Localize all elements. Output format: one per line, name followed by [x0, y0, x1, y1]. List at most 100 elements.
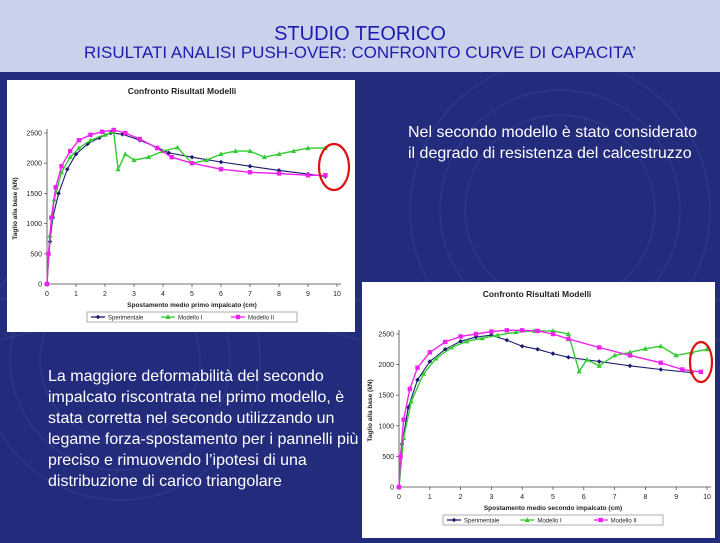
legend-marker	[524, 517, 530, 522]
data-point	[131, 157, 137, 163]
data-point	[680, 367, 685, 372]
data-point	[407, 386, 412, 392]
y-tick-label: 1500	[26, 191, 42, 198]
y-tick-label: 2500	[378, 332, 394, 339]
data-point	[421, 370, 427, 376]
data-point	[473, 331, 479, 337]
x-tick-label: 0	[397, 494, 401, 501]
x-tick-label: 2	[459, 494, 463, 501]
data-point	[305, 173, 311, 178]
legend-label: Modello II	[611, 518, 637, 524]
x-tick-label: 1	[74, 291, 78, 298]
y-tick-label: 500	[382, 454, 394, 461]
legend-marker	[95, 314, 101, 320]
data-point	[673, 352, 679, 358]
data-point	[596, 363, 602, 368]
data-point	[67, 154, 73, 160]
data-point	[597, 345, 602, 350]
chart-first-floor-svg: Confronto Risultati Modelli 0 500 1000 1500 2…	[12, 86, 351, 323]
legend-label: Sperimentale	[464, 518, 500, 524]
data-point	[99, 129, 105, 134]
data-point	[261, 154, 268, 160]
data-point	[489, 329, 494, 334]
highlight-circle	[317, 142, 351, 192]
data-point	[111, 127, 116, 133]
x-tick-label: 6	[219, 291, 223, 298]
data-point	[276, 168, 282, 173]
data-point	[627, 353, 633, 358]
data-point	[247, 148, 253, 154]
data-point	[550, 351, 556, 356]
data-point	[658, 367, 664, 372]
legend-box	[442, 514, 664, 526]
data-point	[247, 163, 253, 169]
data-point	[658, 343, 664, 349]
data-point	[276, 171, 282, 176]
data-point	[520, 328, 525, 333]
data-point	[427, 350, 432, 355]
x-tick-label: 10	[703, 494, 711, 501]
chart-first-floor: Confronto Risultati Modelli 0 500 1000 1500 2…	[7, 80, 355, 332]
data-point	[115, 166, 121, 172]
x-tick-label: 4	[161, 291, 165, 298]
data-point	[44, 281, 50, 287]
data-point	[87, 137, 94, 143]
highlight-circle	[688, 340, 714, 384]
data-point	[203, 157, 210, 163]
legend-marker	[165, 314, 171, 319]
x-tick-label: 9	[674, 494, 678, 501]
data-point	[566, 354, 571, 360]
y-tick-label: 2000	[378, 362, 394, 369]
data-point	[166, 150, 172, 156]
x-tick-label: 0	[45, 291, 49, 298]
data-point	[247, 170, 253, 175]
data-point	[65, 166, 70, 172]
legend-label: Modello II	[248, 315, 274, 321]
x-tick-label: 4	[520, 494, 524, 501]
data-point	[88, 132, 93, 138]
data-point	[519, 343, 525, 349]
data-point	[704, 346, 710, 352]
data-point	[59, 164, 64, 169]
slide-header: STUDIO TEORICO RISULTATI ANALISI PUSH-OV…	[0, 0, 720, 72]
data-point	[494, 332, 501, 338]
y-tick-label: 2500	[26, 131, 42, 138]
data-point	[698, 369, 704, 375]
note-concrete-degradation: Nel secondo modello è stato considerato …	[408, 124, 698, 162]
data-point	[408, 398, 414, 404]
x-tick-label: 8	[643, 494, 647, 501]
series-line-modello-ii	[46, 129, 326, 285]
data-point	[565, 331, 571, 336]
data-point	[504, 337, 510, 343]
data-point	[584, 356, 590, 362]
data-point	[658, 360, 663, 365]
series-line-modello-i	[46, 130, 326, 285]
legend-label: Modello I	[178, 315, 203, 321]
data-point	[550, 331, 556, 337]
note-deformability: La maggiore deformabilità del secondo im…	[48, 368, 359, 490]
y-axis-label: Taglio alla base (kN)	[367, 379, 374, 441]
data-point	[596, 359, 602, 364]
data-point	[174, 144, 181, 150]
data-point	[189, 161, 195, 166]
data-point	[290, 148, 297, 154]
data-point	[458, 334, 463, 339]
data-point	[189, 154, 195, 160]
data-point	[218, 167, 224, 172]
y-tick-label: 500	[30, 251, 42, 258]
data-point	[102, 132, 108, 137]
data-point	[464, 338, 470, 344]
data-point	[305, 145, 311, 151]
chart-second-floor: Confronto Risultati Modelli 0 500 1000 1500 2…	[362, 282, 715, 538]
x-tick-label: 3	[132, 291, 136, 298]
data-point	[396, 484, 402, 490]
series-line-sperimentale	[398, 334, 692, 488]
data-point	[479, 335, 485, 341]
data-point	[68, 148, 73, 154]
data-point	[535, 328, 540, 334]
x-axis-label: Spostamento medio secondo impalcato (cm)	[484, 505, 622, 512]
data-point	[218, 159, 224, 165]
data-point	[627, 363, 633, 369]
data-point	[155, 145, 160, 151]
series-line-modello-ii	[398, 329, 701, 488]
